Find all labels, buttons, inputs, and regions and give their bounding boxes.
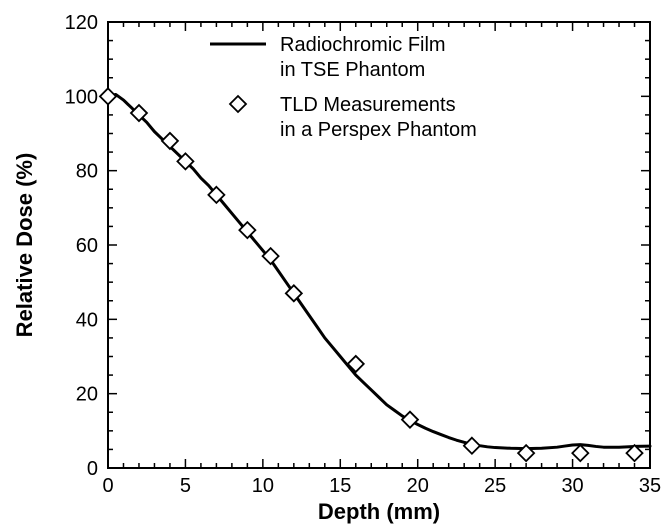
legend-label-line2: in TSE Phantom <box>280 59 425 81</box>
y-tick-label: 40 <box>76 309 98 331</box>
x-axis-label: Depth (mm) <box>318 499 440 524</box>
x-tick-label: 0 <box>102 475 113 497</box>
y-tick-label: 20 <box>76 384 98 406</box>
x-tick-label: 5 <box>180 475 191 497</box>
x-tick-label: 35 <box>639 475 661 497</box>
y-tick-label: 120 <box>65 12 98 34</box>
legend-label-marker2: in a Perspex Phantom <box>280 119 477 141</box>
y-tick-label: 100 <box>65 86 98 108</box>
x-tick-label: 20 <box>407 475 429 497</box>
x-tick-label: 30 <box>561 475 583 497</box>
x-tick-label: 10 <box>252 475 274 497</box>
x-tick-label: 25 <box>484 475 506 497</box>
chart-container: 0 5 10 15 20 25 30 35 0 20 40 60 80 100 120 Depth (mm) R… <box>0 0 664 531</box>
legend-label-marker1: TLD Measurements <box>280 94 456 116</box>
y-tick-label: 80 <box>76 161 98 183</box>
x-tick-label: 15 <box>329 475 351 497</box>
legend-label-line1: Radiochromic Film <box>280 34 446 56</box>
y-axis-label: Relative Dose (%) <box>12 153 37 338</box>
y-tick-label: 0 <box>87 458 98 480</box>
y-tick-label: 60 <box>76 235 98 257</box>
depth-dose-chart: 0 5 10 15 20 25 30 35 0 20 40 60 80 100 120 Depth (mm) R… <box>0 0 664 531</box>
